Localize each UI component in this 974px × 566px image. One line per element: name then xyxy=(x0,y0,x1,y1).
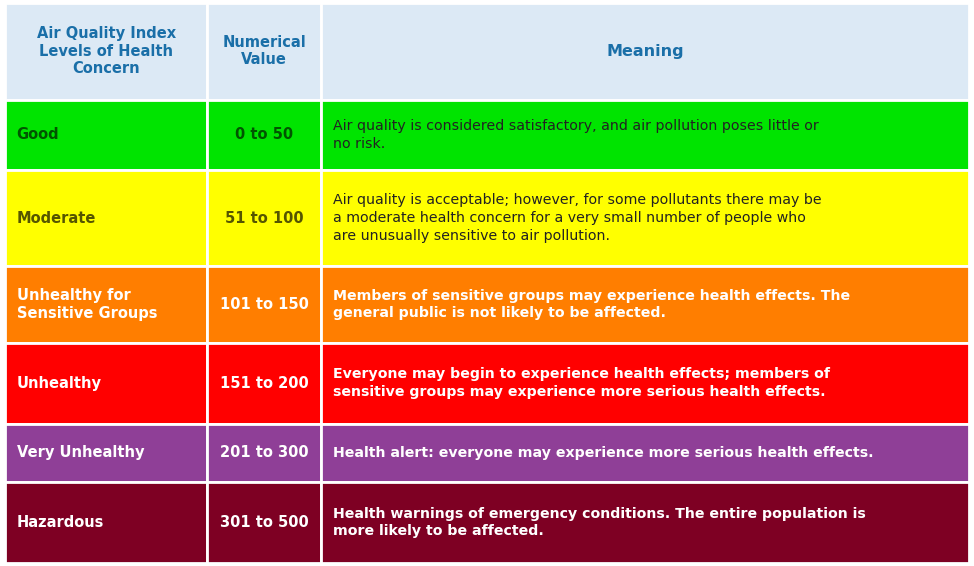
Text: Everyone may begin to experience health effects; members of
sensitive groups may: Everyone may begin to experience health … xyxy=(333,367,830,399)
Text: Unhealthy: Unhealthy xyxy=(17,376,101,391)
Text: Very Unhealthy: Very Unhealthy xyxy=(17,445,144,460)
Text: Health warnings of emergency conditions. The entire population is
more likely to: Health warnings of emergency conditions.… xyxy=(333,507,866,538)
FancyBboxPatch shape xyxy=(207,100,321,170)
FancyBboxPatch shape xyxy=(207,424,321,482)
Text: Hazardous: Hazardous xyxy=(17,515,104,530)
Text: Moderate: Moderate xyxy=(17,211,95,225)
Text: Meaning: Meaning xyxy=(607,44,684,59)
Text: Good: Good xyxy=(17,127,59,142)
FancyBboxPatch shape xyxy=(321,424,969,482)
FancyBboxPatch shape xyxy=(207,342,321,424)
FancyBboxPatch shape xyxy=(321,482,969,563)
FancyBboxPatch shape xyxy=(5,100,207,170)
FancyBboxPatch shape xyxy=(5,342,207,424)
FancyBboxPatch shape xyxy=(5,170,207,267)
Text: Members of sensitive groups may experience health effects. The
general public is: Members of sensitive groups may experien… xyxy=(333,289,850,320)
Text: Unhealthy for
Sensitive Groups: Unhealthy for Sensitive Groups xyxy=(17,288,157,321)
Text: Air Quality Index
Levels of Health
Concern: Air Quality Index Levels of Health Conce… xyxy=(37,27,175,76)
Text: Air quality is considered satisfactory, and air pollution poses little or
no ris: Air quality is considered satisfactory, … xyxy=(333,119,818,151)
Text: 101 to 150: 101 to 150 xyxy=(220,297,309,312)
FancyBboxPatch shape xyxy=(321,3,969,100)
FancyBboxPatch shape xyxy=(207,267,321,342)
FancyBboxPatch shape xyxy=(321,100,969,170)
FancyBboxPatch shape xyxy=(321,267,969,342)
Text: 151 to 200: 151 to 200 xyxy=(220,376,309,391)
Text: 0 to 50: 0 to 50 xyxy=(235,127,293,142)
FancyBboxPatch shape xyxy=(207,482,321,563)
FancyBboxPatch shape xyxy=(5,424,207,482)
Text: 301 to 500: 301 to 500 xyxy=(220,515,309,530)
FancyBboxPatch shape xyxy=(5,482,207,563)
FancyBboxPatch shape xyxy=(5,267,207,342)
Text: 51 to 100: 51 to 100 xyxy=(225,211,304,225)
Text: 201 to 300: 201 to 300 xyxy=(220,445,309,460)
Text: Health alert: everyone may experience more serious health effects.: Health alert: everyone may experience mo… xyxy=(333,446,874,460)
Text: Air quality is acceptable; however, for some pollutants there may be
a moderate : Air quality is acceptable; however, for … xyxy=(333,193,821,243)
Text: Numerical
Value: Numerical Value xyxy=(222,35,306,67)
FancyBboxPatch shape xyxy=(321,342,969,424)
FancyBboxPatch shape xyxy=(321,170,969,267)
FancyBboxPatch shape xyxy=(207,170,321,267)
FancyBboxPatch shape xyxy=(207,3,321,100)
FancyBboxPatch shape xyxy=(5,3,207,100)
